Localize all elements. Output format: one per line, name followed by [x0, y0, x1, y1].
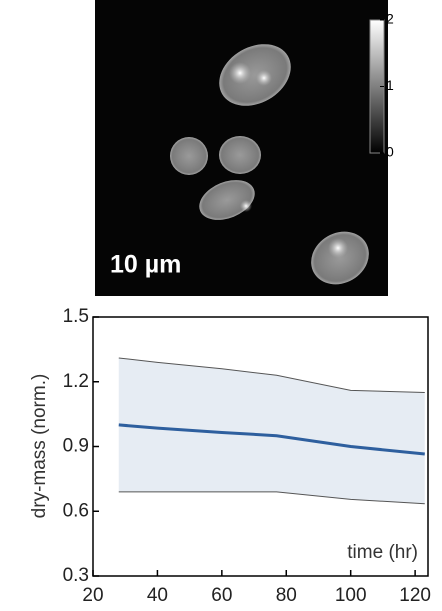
cell	[311, 231, 369, 285]
y-tick-label: 1.2	[63, 371, 89, 392]
cell-spot	[229, 62, 251, 84]
colorbar-tick-label: 1	[386, 77, 394, 93]
cell	[219, 136, 261, 174]
x-tick-label: 20	[82, 585, 103, 606]
y-tick-label: 0.6	[63, 500, 89, 521]
cell	[219, 44, 291, 106]
y-tick-label: 1.5	[63, 306, 89, 327]
y-tick-label: 0.9	[63, 436, 89, 457]
colorbar-ticks: 0 1 2	[380, 11, 394, 160]
cell-spot	[240, 200, 252, 212]
x-tick-label: 100	[335, 585, 367, 606]
scale-bar-label: 10 µm	[110, 251, 181, 279]
band-lower-edge	[118, 491, 425, 505]
x-tick-label: 60	[211, 585, 232, 606]
cell-spot	[328, 238, 348, 258]
cell	[170, 137, 208, 175]
colorbar-tick-label: 2	[386, 11, 394, 27]
y-tick-label: 0.3	[63, 565, 89, 586]
colorbar-tick-label: 0	[386, 144, 394, 160]
cell-spot	[256, 70, 272, 86]
chart: dry-mass (norm.) time (hr) 0.3 0.6 0.9 1.2 1…	[29, 306, 431, 606]
micrograph: 10 µm	[95, 0, 388, 296]
x-axis-label: time (hr)	[347, 542, 418, 563]
cell	[199, 180, 255, 220]
line	[118, 423, 425, 456]
x-tick-label: 80	[276, 585, 297, 606]
x-tick-label: 40	[147, 585, 168, 606]
x-tick-label: 120	[399, 585, 431, 606]
band	[118, 358, 425, 504]
y-axis-label: dry-mass (norm.)	[29, 374, 50, 519]
band-upper-edge	[118, 357, 425, 394]
